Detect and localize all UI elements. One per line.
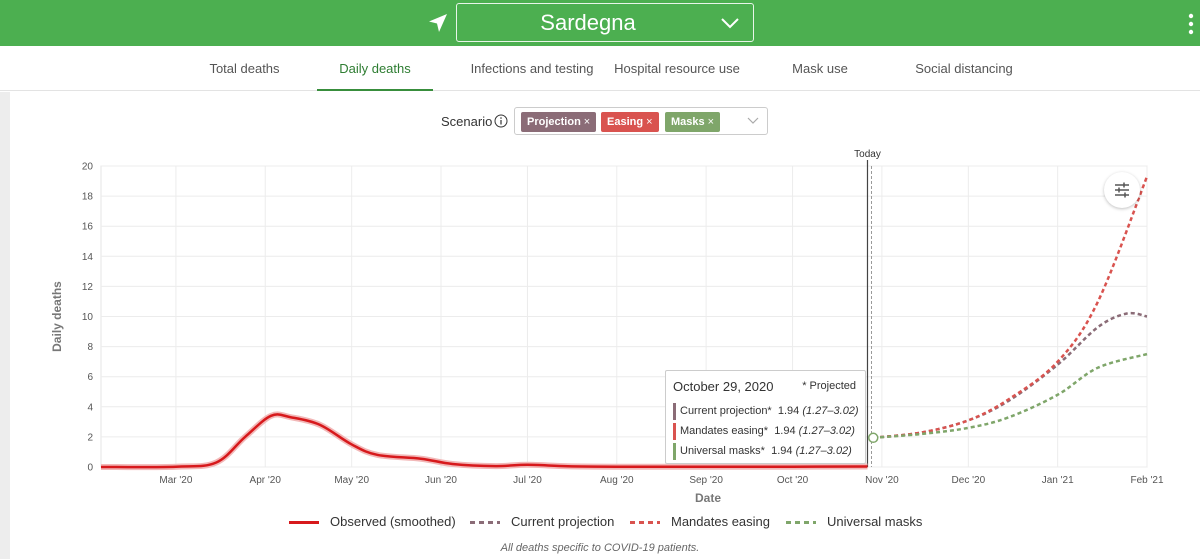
x-tick-label: Jun '20: [425, 475, 457, 486]
x-tick-label: Sep '20: [689, 475, 723, 486]
tab-total-deaths[interactable]: Total deaths: [209, 61, 280, 76]
tab-infections-testing[interactable]: Infections and testing: [470, 61, 594, 76]
top-bar: Sardegna: [0, 0, 1200, 46]
series-line-0: [100, 413, 868, 469]
series-line-2: [873, 176, 1149, 440]
region-label: Sardegna: [540, 10, 636, 35]
today-label: Today: [854, 149, 881, 160]
legend-swatch: [630, 521, 660, 524]
region-select[interactable]: Sardegna: [456, 3, 754, 42]
scenario-chip-masks[interactable]: Masks ×: [665, 112, 721, 132]
tab-bar: Total deaths Daily deaths Infections and…: [0, 46, 1200, 91]
x-tick-label: Jul '20: [513, 475, 542, 486]
chart-tooltip: October 29, 2020 * Projected Current pro…: [665, 370, 866, 464]
y-tick-label: 12: [82, 282, 94, 293]
chevron-down-icon[interactable]: [747, 116, 759, 126]
chevron-down-icon: [721, 18, 739, 29]
x-tick-label: Dec '20: [952, 475, 986, 486]
tab-hospital-resource-use[interactable]: Hospital resource use: [614, 61, 740, 76]
x-tick-label: Oct '20: [777, 475, 809, 486]
tab-daily-deaths[interactable]: Daily deaths: [317, 46, 433, 91]
scenario-chip-easing[interactable]: Easing ×: [601, 112, 659, 132]
scenario-multiselect[interactable]: Projection × Easing × Masks ×: [514, 107, 768, 135]
close-icon: ×: [583, 116, 591, 128]
scenario-label: Scenario: [441, 114, 493, 129]
tab-mask-use[interactable]: Mask use: [792, 61, 848, 76]
close-icon: ×: [646, 116, 653, 128]
x-axis-title: Date: [695, 491, 721, 505]
y-axis-title: Daily deaths: [50, 281, 64, 352]
legend-swatch: [786, 521, 816, 524]
tooltip-projected-note: * Projected: [802, 380, 856, 392]
y-tick-label: 6: [87, 372, 93, 383]
chart-settings-sliders-icon: [1115, 182, 1129, 198]
y-tick-label: 14: [82, 252, 94, 263]
tooltip-date: October 29, 2020: [673, 379, 774, 394]
y-tick-label: 20: [82, 162, 94, 173]
y-tick-label: 10: [82, 312, 94, 323]
x-tick-label: Apr '20: [250, 475, 282, 486]
legend-swatch: [289, 521, 319, 524]
x-tick-label: Nov '20: [865, 475, 899, 486]
x-tick-label: Feb '21: [1130, 475, 1163, 486]
left-scroll-strip: [0, 92, 10, 559]
chart-legend: Observed (smoothed) Current projection M…: [0, 512, 1200, 532]
chart-settings-button[interactable]: [1104, 172, 1140, 208]
y-tick-label: 4: [87, 402, 93, 413]
y-tick-label: 8: [87, 342, 93, 353]
scenario-chip-projection[interactable]: Projection ×: [521, 112, 597, 132]
info-icon[interactable]: [494, 114, 508, 128]
kebab-menu-icon[interactable]: [1186, 12, 1196, 36]
y-tick-label: 18: [82, 192, 94, 203]
close-icon: ×: [707, 116, 715, 128]
series-line-3: [873, 352, 1148, 440]
navigation-arrow-icon[interactable]: [426, 11, 450, 35]
x-tick-label: Jan '21: [1042, 475, 1074, 486]
daily-deaths-chart: 0 2 4 6 8 10 12 14 16 18 20 Mar '20 Apr '20 May '20 Ju…: [50, 149, 1164, 505]
y-tick-label: 16: [82, 222, 94, 233]
legend-swatch: [470, 521, 500, 524]
hover-point-marker: [868, 432, 879, 444]
footnote: All deaths specific to COVID-19 patients…: [500, 542, 700, 554]
x-tick-label: Mar '20: [159, 475, 192, 486]
y-tick-label: 2: [87, 432, 93, 443]
tab-social-distancing[interactable]: Social distancing: [915, 61, 1013, 76]
x-tick-label: May '20: [334, 475, 369, 486]
y-tick-label: 0: [87, 463, 93, 474]
series-line-1: [873, 311, 1148, 440]
x-tick-label: Aug '20: [600, 475, 634, 486]
